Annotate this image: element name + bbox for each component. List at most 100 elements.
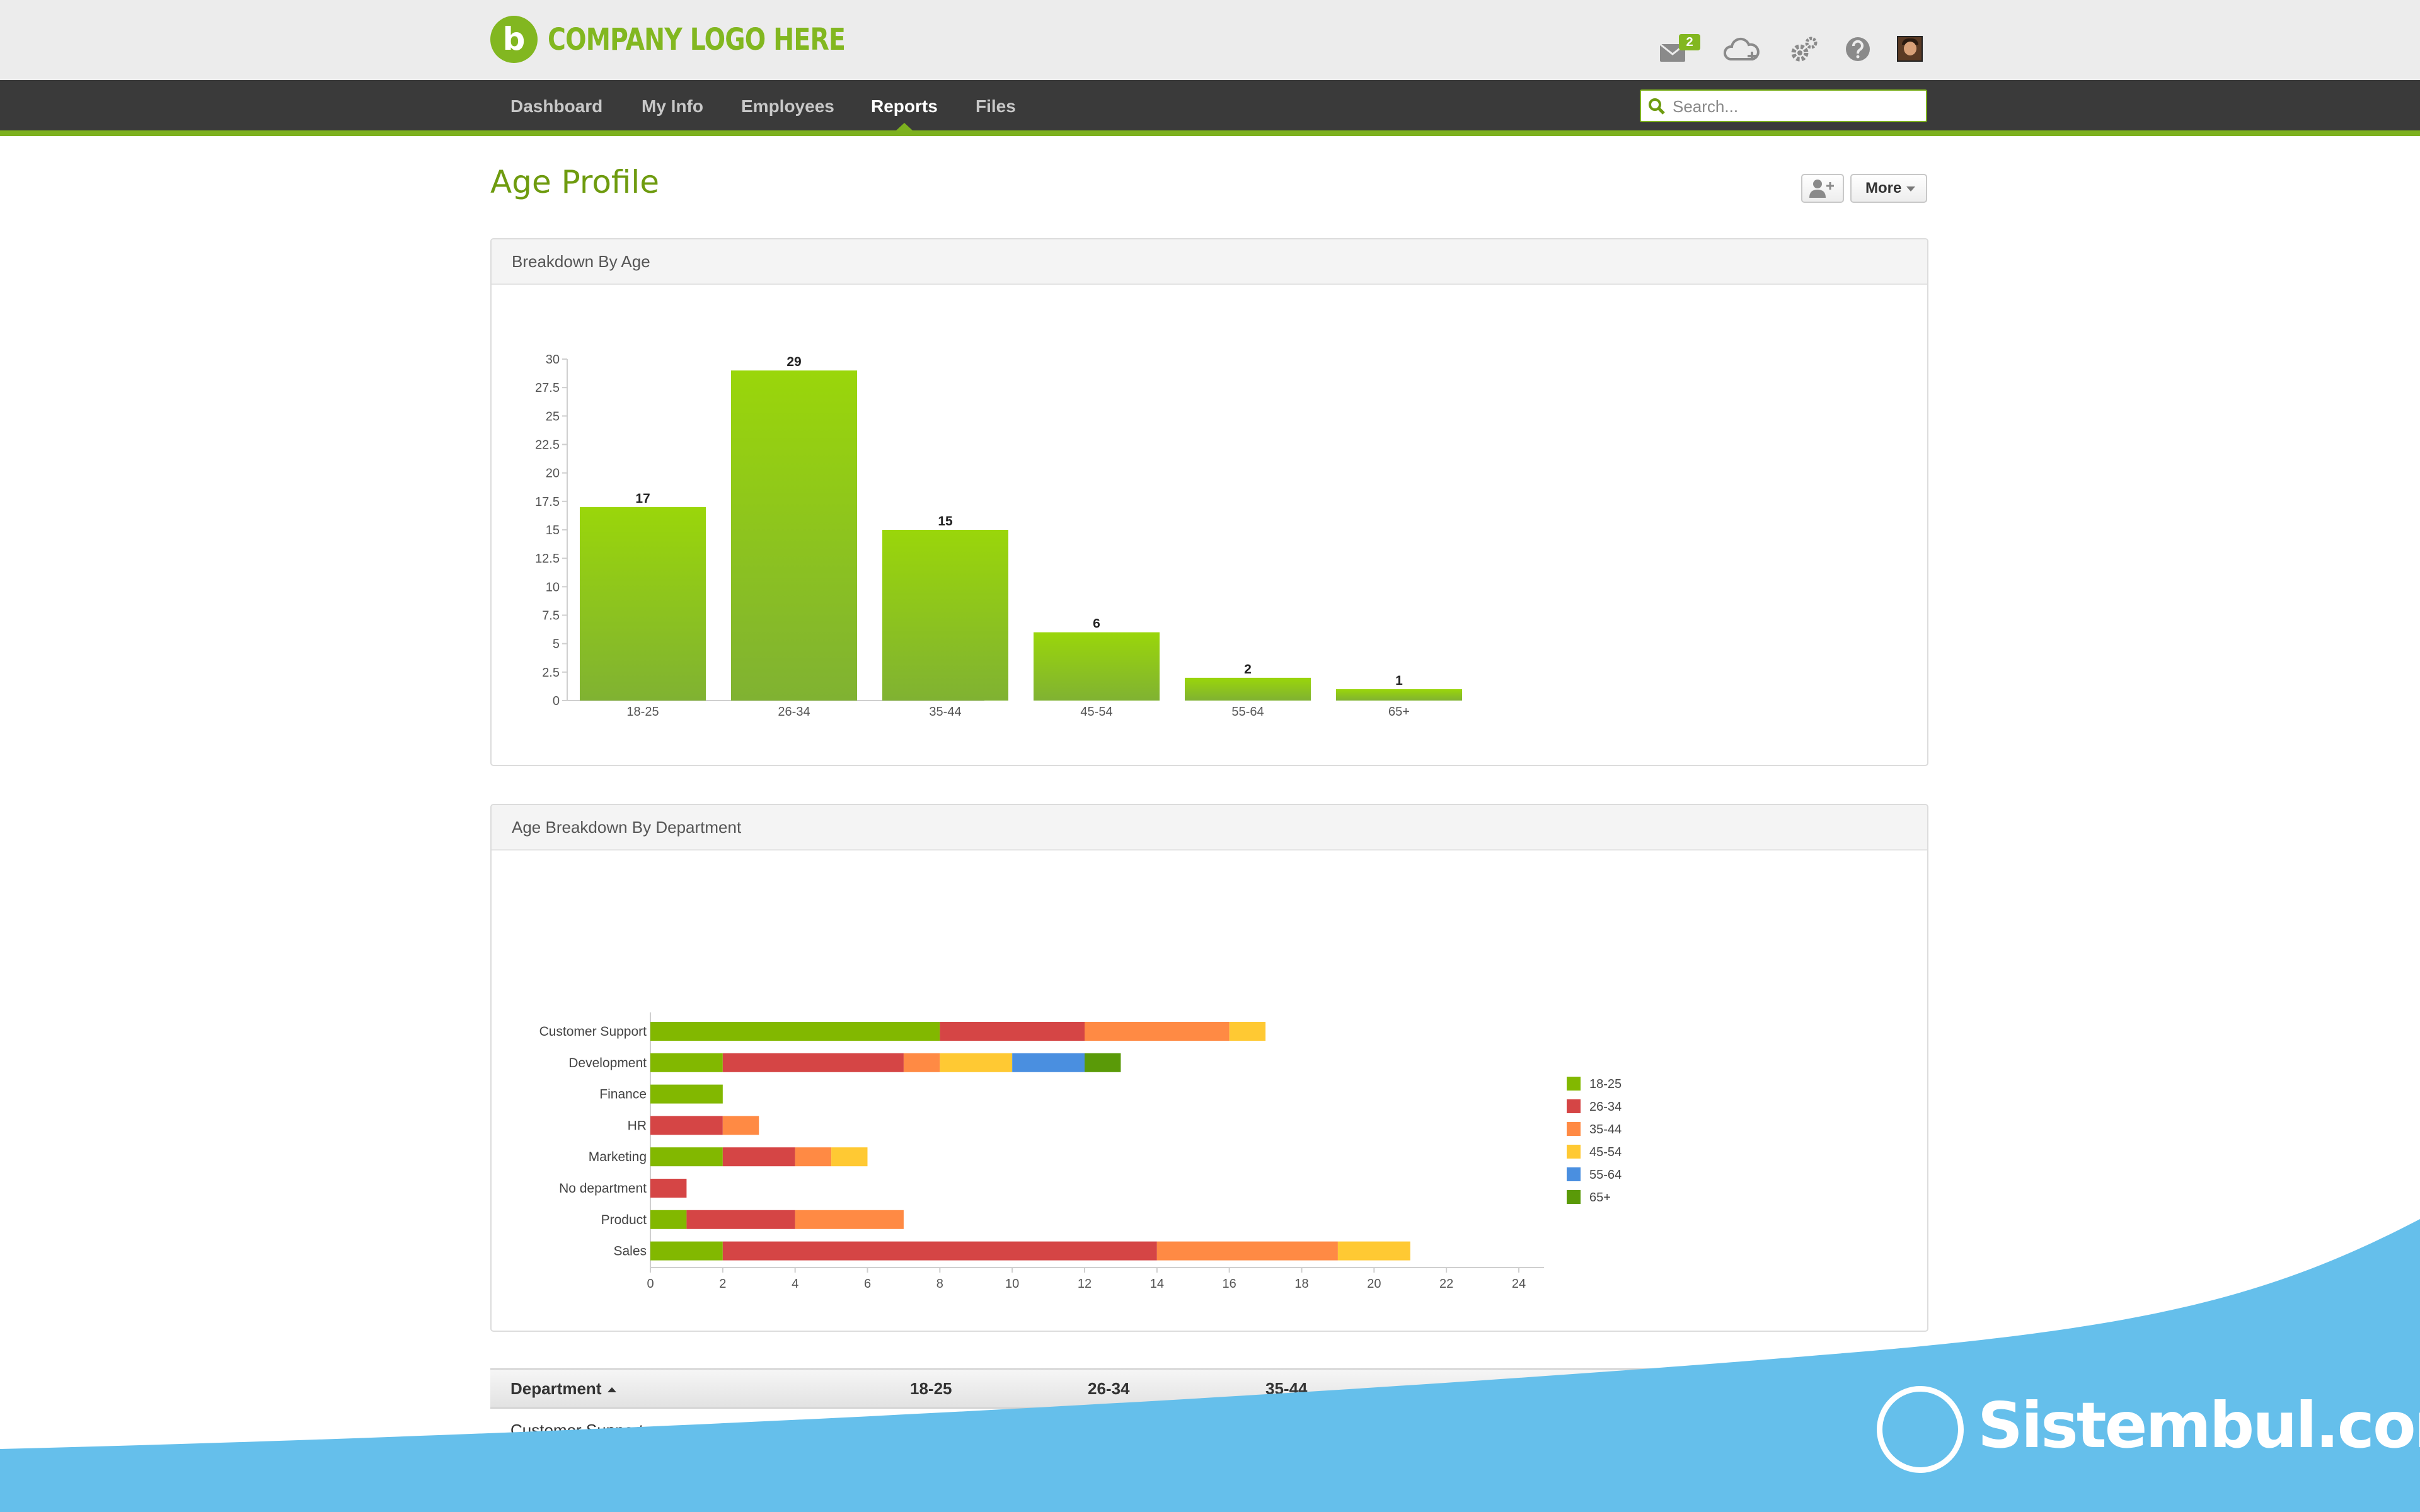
stacked-bar-segment [722,1241,1157,1261]
main-nav [0,80,2420,133]
y-tick-label: 17.5 [535,495,560,509]
add-employee-button[interactable] [1801,174,1844,203]
col-65-plus[interactable]: 65+ [1802,1379,1831,1398]
x-tick-label: 20 [1367,1277,1381,1291]
x-tick-label: 8 [936,1277,943,1291]
stacked-bar-segment [650,1210,687,1229]
help-icon[interactable] [1843,30,1881,68]
watermark-text: Sistembul.com [1978,1389,2420,1462]
more-button[interactable]: More [1850,174,1927,203]
y-tick-label: 20 [546,467,560,481]
x-tick-label: 65+ [1388,705,1410,719]
logo-text: COMPANY LOGO HERE [548,21,846,57]
bar-value-label: 6 [1093,617,1100,631]
bar-value-label: 17 [635,491,650,506]
legend-swatch [1567,1077,1581,1091]
x-tick-label: 55-64 [1231,705,1264,719]
legend-swatch [1567,1145,1581,1159]
nav-employees[interactable]: Employees [741,96,834,116]
legend-label: 45-54 [1589,1145,1622,1159]
x-tick-label: 22 [1439,1277,1453,1291]
table-cell: 8 [910,1421,919,1440]
y-category-label: Development [568,1056,647,1070]
x-tick-label: 18 [1294,1277,1308,1291]
stacked-bar-segment [650,1053,723,1072]
search-box[interactable] [1640,89,1927,122]
y-category-label: Product [601,1213,647,1227]
nav-dashboard[interactable]: Dashboard [510,96,603,116]
col-55-64[interactable]: 55-64 [1623,1379,1666,1398]
stacked-bar-segment [831,1147,868,1167]
col-18-25[interactable]: 18-25 [910,1379,952,1398]
stacked-bar-segment [650,1147,723,1167]
x-tick-label: 10 [1005,1277,1019,1291]
y-tick-label: 25 [546,410,560,423]
bar-value-label: 29 [786,355,801,369]
watermark-logo-icon [1877,1386,1964,1473]
y-tick-label: 15 [546,524,560,537]
stacked-bar-segment [650,1179,687,1198]
y-category-label: Finance [599,1087,647,1102]
nav-my-info[interactable]: My Info [642,96,703,116]
search-icon [1649,98,1665,115]
stacked-bar-segment [1085,1022,1230,1041]
table-cell: 4 [1265,1421,1275,1440]
stacked-bar-segment [1337,1241,1410,1261]
more-label: More [1865,180,1902,197]
stacked-bar-segment [940,1053,1013,1072]
table-cell: 0 [1623,1421,1633,1440]
y-tick-label: 5 [553,638,560,651]
settings-gears-icon[interactable] [1787,30,1825,68]
inbox-icon[interactable]: 2 [1657,30,1700,68]
x-tick-label: 14 [1150,1277,1164,1291]
stacked-bar-segment [1156,1241,1338,1261]
stacked-bar-segment [650,1022,940,1041]
age-bar-chart: 0 2.5 5 7.5 10 12.5 15 17.5 20 22.5 25 27.5 30 17 18-2… [535,353,1462,719]
stacked-bar-segment [940,1022,1085,1041]
legend-swatch [1567,1167,1581,1181]
y-tick-label: 27.5 [535,381,560,395]
y-tick-label: 30 [546,353,560,367]
table-cell: 1 [1444,1421,1454,1440]
x-tick-label: 12 [1078,1277,1092,1291]
page-title: Age Profile [490,164,660,200]
company-logo[interactable]: b COMPANY LOGO HERE [490,16,911,63]
x-tick-label: 24 [1512,1277,1526,1291]
bar [1185,677,1311,701]
y-category-label: Customer Support [539,1024,647,1039]
y-tick-label: 2.5 [542,666,560,680]
nav-files[interactable]: Files [976,96,1016,116]
search-input[interactable] [1671,94,1920,118]
cloud-upload-icon[interactable] [1722,30,1760,68]
bar [882,530,1008,701]
avatar[interactable] [1897,36,1923,62]
bar-value-label: 2 [1244,662,1252,677]
chevron-down-icon [1906,186,1916,192]
y-category-label: HR [628,1118,647,1133]
x-tick-label: 16 [1223,1277,1236,1291]
col-26-34[interactable]: 26-34 [1088,1379,1130,1398]
stacked-bar-segment [686,1210,795,1229]
legend-label: 35-44 [1589,1123,1622,1137]
nav-reports[interactable]: Reports [871,96,938,116]
age-breakdown-panel: Breakdown By Age 0 2.5 5 7.5 10 12.5 15 17.5 20 2… [490,238,1928,766]
y-tick-label: 7.5 [542,609,560,623]
col-45-54[interactable]: 45-54 [1444,1379,1487,1398]
legend-label: 55-64 [1589,1168,1622,1182]
active-nav-indicator [896,123,913,130]
stacked-bar-segment [1085,1053,1121,1072]
x-tick-label: 4 [792,1277,798,1291]
department-breakdown-panel: Age Breakdown By Department 0 2 4 6 8 10 12 14 1… [490,804,1928,1332]
top-bar [0,0,2420,80]
panel-title-department: Age Breakdown By Department [492,805,1927,850]
col-35-44[interactable]: 35-44 [1265,1379,1308,1398]
x-tick-label: 35-44 [929,705,961,719]
legend-label: 65+ [1589,1191,1611,1205]
x-tick-label: 18-25 [626,705,659,719]
col-department[interactable]: Department [510,1368,617,1409]
add-person-icon [1809,180,1834,198]
stacked-bar-segment [650,1116,723,1135]
panel-title-age: Breakdown By Age [492,239,1927,285]
y-tick-label: 10 [546,580,560,594]
legend-label: 18-25 [1589,1077,1622,1091]
